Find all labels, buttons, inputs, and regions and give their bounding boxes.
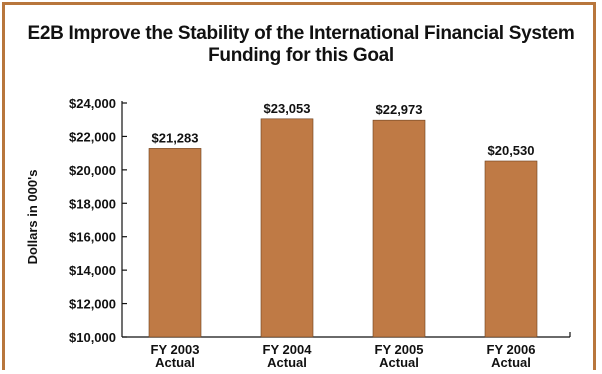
x-category-label: Actual — [491, 355, 531, 370]
x-category-label: Actual — [379, 355, 419, 370]
bar — [484, 160, 538, 338]
bar — [148, 148, 202, 338]
bar — [260, 118, 314, 338]
bar-value-label: $21,283 — [152, 130, 199, 145]
y-tick-label: $10,000 — [69, 330, 116, 345]
chart-bars — [148, 118, 538, 338]
y-tick-label: $14,000 — [69, 263, 116, 278]
chart-title: E2B Improve the Stability of the Interna… — [27, 23, 575, 44]
x-category-label: FY 2006 — [487, 342, 536, 357]
x-category-label: Actual — [267, 355, 307, 370]
x-category-label: FY 2004 — [263, 342, 313, 357]
y-tick-label: $12,000 — [69, 297, 116, 312]
chart-subtitle: Funding for this Goal — [208, 45, 394, 66]
bar-value-label: $23,053 — [264, 101, 311, 116]
chart-title-block: E2B Improve the Stability of the Interna… — [0, 23, 602, 67]
y-tick-label: $22,000 — [69, 129, 116, 144]
x-category-label: FY 2005 — [375, 342, 424, 357]
chart-labels: $10,000 $12,000 $14,000 $16,000 $18,000 $20,0… — [25, 96, 535, 370]
bar — [372, 119, 426, 338]
bar-value-label: $22,973 — [376, 102, 423, 117]
x-category-label: FY 2003 — [151, 342, 200, 357]
x-category-label: Actual — [155, 355, 195, 370]
y-tick-label: $24,000 — [69, 96, 116, 111]
bar-value-label: $20,530 — [488, 143, 535, 158]
y-tick-label: $16,000 — [69, 230, 116, 245]
y-tick-label: $20,000 — [69, 163, 116, 178]
y-axis-title: Dollars in 000's — [25, 170, 40, 265]
y-tick-label: $18,000 — [69, 196, 116, 211]
